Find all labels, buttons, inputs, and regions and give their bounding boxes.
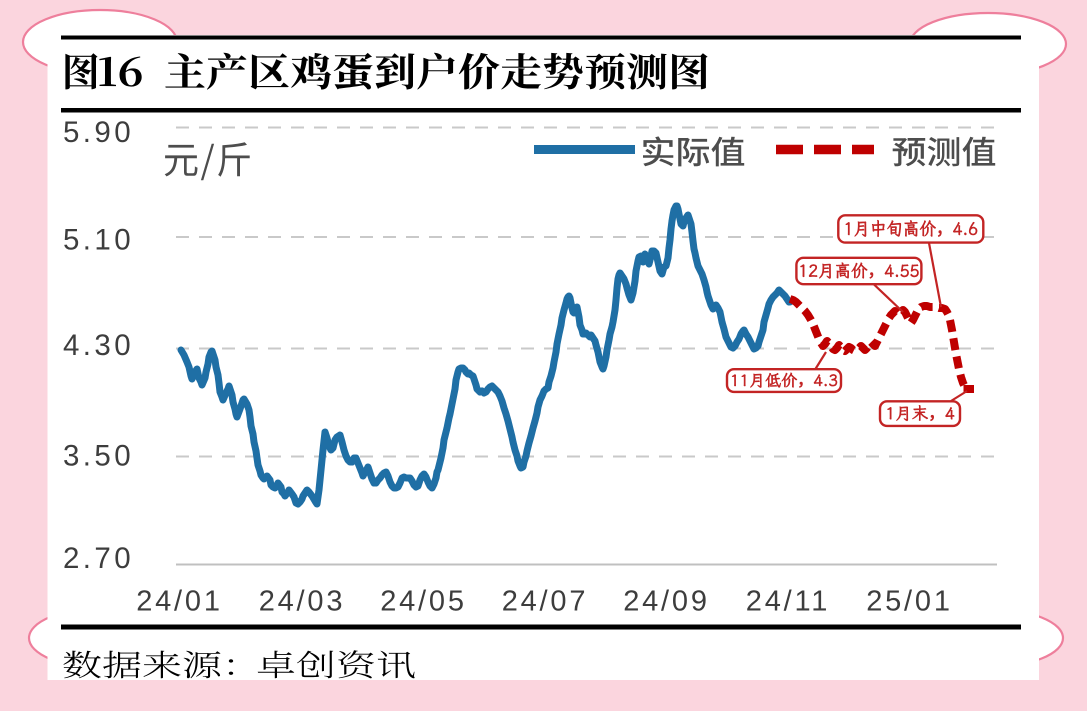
svg-text:4.30: 4.30 xyxy=(63,329,134,362)
svg-text:24/09: 24/09 xyxy=(623,586,710,618)
svg-text:2.70: 2.70 xyxy=(63,542,134,575)
svg-text:24/11: 24/11 xyxy=(746,586,830,618)
svg-text:24/05: 24/05 xyxy=(380,586,467,618)
svg-text:5.90: 5.90 xyxy=(63,116,134,149)
svg-text:5.10: 5.10 xyxy=(63,224,134,257)
svg-text:24/07: 24/07 xyxy=(502,586,589,618)
svg-text:25/01: 25/01 xyxy=(866,586,953,618)
svg-text:24/01: 24/01 xyxy=(136,586,223,618)
svg-text:24/03: 24/03 xyxy=(259,586,346,618)
svg-text:3.50: 3.50 xyxy=(63,440,134,473)
